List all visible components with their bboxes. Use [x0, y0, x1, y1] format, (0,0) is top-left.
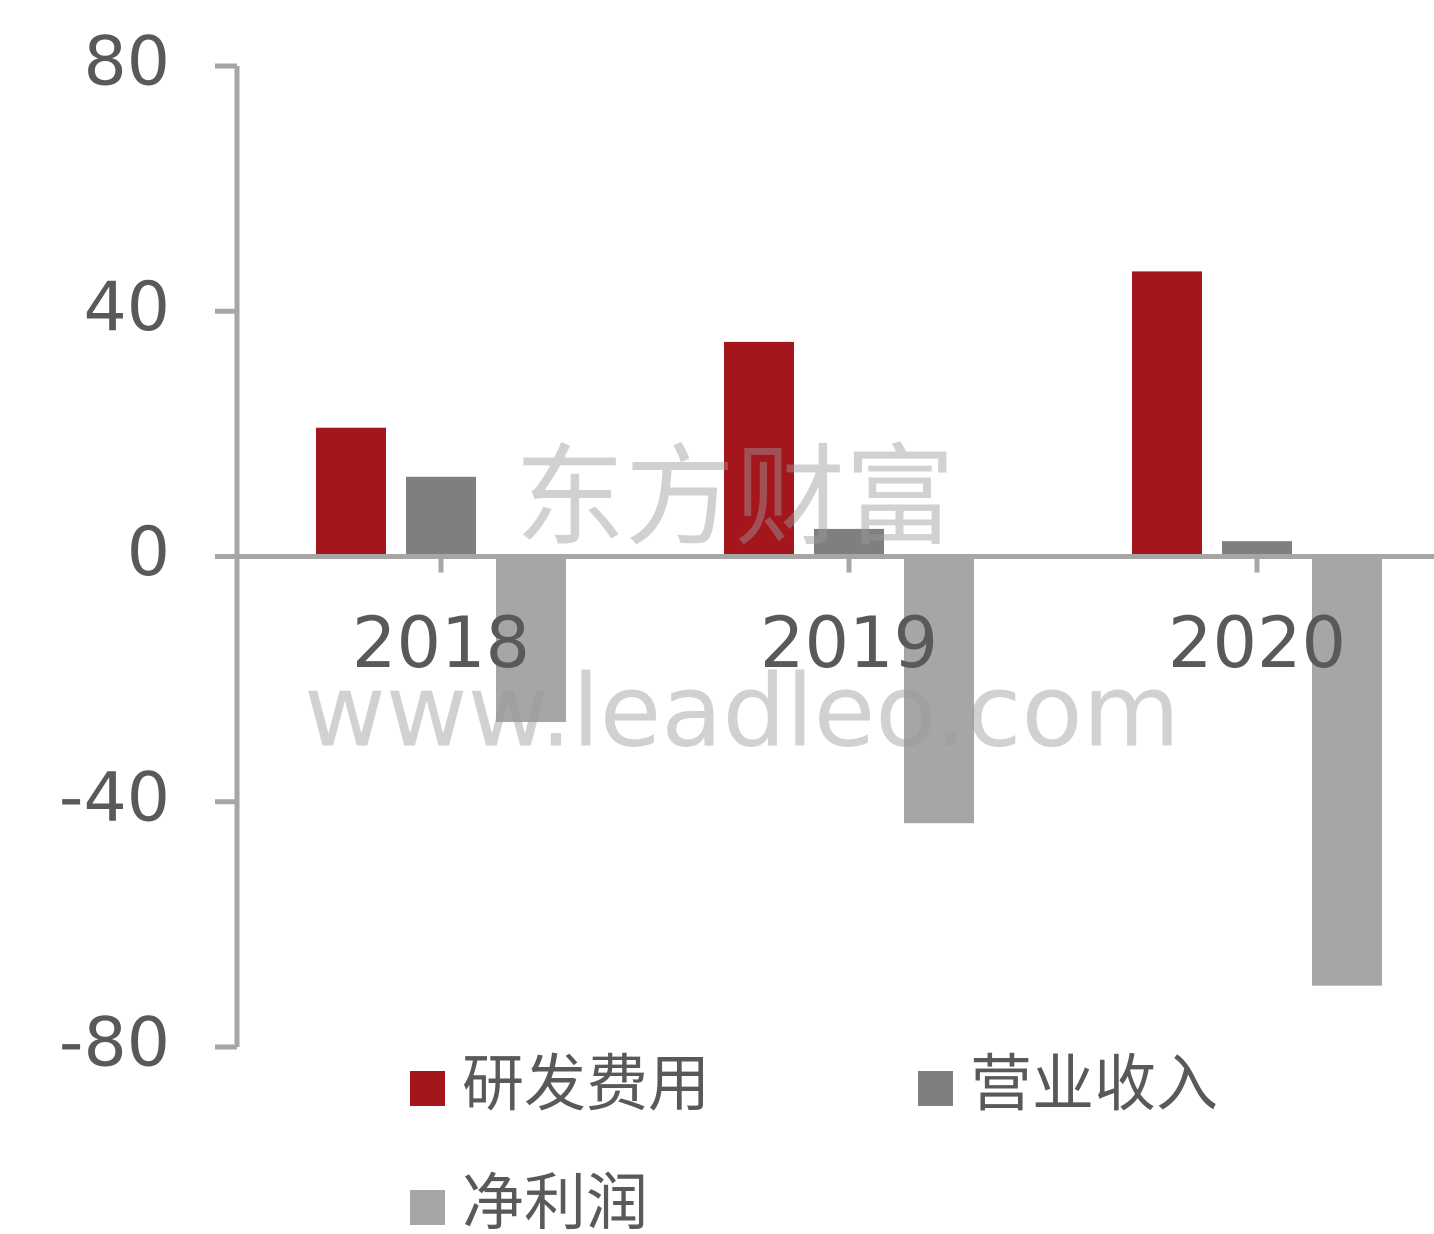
bar	[406, 476, 476, 557]
bar	[496, 556, 566, 723]
bar	[1222, 541, 1292, 557]
watermark: 东方财富	[515, 433, 955, 561]
bar	[724, 341, 794, 557]
legend-swatch	[918, 1071, 953, 1106]
bar	[904, 556, 974, 824]
x-tick-label: 2020	[1168, 602, 1346, 684]
x-tick-label: 2018	[352, 602, 530, 684]
bar	[1312, 556, 1382, 986]
y-tick-label: 80	[83, 23, 170, 102]
y-tick-label: -80	[59, 1004, 170, 1083]
legend-swatch	[410, 1071, 445, 1106]
bar	[316, 427, 386, 557]
bar	[814, 528, 884, 557]
legend-label: 净利润	[462, 1166, 648, 1234]
legend-label: 研发费用	[462, 1047, 710, 1120]
legend-swatch	[410, 1190, 445, 1225]
legend-label: 营业收入	[970, 1047, 1218, 1120]
bar	[1132, 271, 1202, 557]
y-tick-label: 40	[83, 268, 170, 347]
y-tick-label: -40	[59, 758, 170, 837]
watermark: www.leadleo.com	[304, 652, 1180, 769]
x-tick-label: 2019	[760, 602, 938, 684]
y-tick-label: 0	[127, 513, 170, 592]
